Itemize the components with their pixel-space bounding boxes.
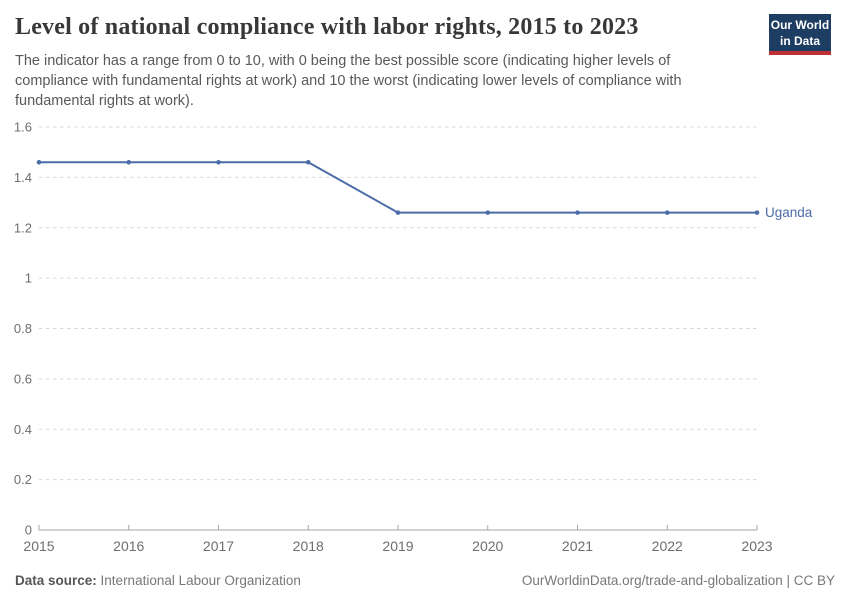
owid-logo[interactable]: Our World in Data [769, 14, 831, 55]
x-axis-label-2021: 2021 [562, 538, 593, 554]
y-axis-label-1: 1 [25, 271, 32, 286]
owid-logo-line1: Our World [770, 18, 830, 32]
y-axis-label-0.6: 0.6 [14, 371, 32, 386]
x-axis-label-2023: 2023 [741, 538, 772, 554]
x-axis-label-2016: 2016 [113, 538, 144, 554]
credit-link[interactable]: OurWorldinData.org/trade-and-globalizati… [521, 573, 835, 588]
chart-footer: Data source: International Labour Organi… [15, 573, 835, 588]
y-axis-label-1.2: 1.2 [14, 220, 32, 235]
y-axis-label-0.8: 0.8 [14, 321, 32, 336]
x-axis-label-2022: 2022 [652, 538, 683, 554]
x-axis-label-2020: 2020 [472, 538, 503, 554]
chart-area: 0 0.2 0.4 0.6 0.8 1 1.2 1.4 1.6 2015 2016 2017 2018 2… [0, 112, 850, 577]
data-source: Data source: International Labour Organi… [15, 573, 301, 588]
y-axis-label-1.6: 1.6 [14, 120, 32, 135]
x-axis-label-2019: 2019 [382, 538, 413, 554]
chart-svg[interactable]: 0 0.2 0.4 0.6 0.8 1 1.2 1.4 1.6 2015 2016 2017 2018 2… [0, 112, 850, 572]
y-axis-label-0.4: 0.4 [14, 422, 32, 437]
data-point-uganda-2023[interactable] [754, 210, 760, 215]
data-point-uganda-2019[interactable] [395, 210, 401, 215]
chart-subtitle: The indicator has a range from 0 to 10, … [15, 52, 682, 109]
data-source-value: International Labour Organization [100, 573, 301, 588]
chart-title: Level of national compliance with labor … [15, 14, 639, 40]
x-axis-label-2015: 2015 [23, 538, 54, 554]
data-point-uganda-2017[interactable] [216, 159, 221, 165]
data-point-uganda-2020[interactable] [485, 210, 491, 215]
owid-logo-line2: in Data [779, 33, 820, 48]
series-line-uganda[interactable] [39, 161, 757, 214]
data-point-uganda-2015[interactable] [36, 159, 42, 165]
y-axis-label-1.4: 1.4 [14, 170, 32, 185]
data-point-uganda-2022[interactable] [664, 210, 670, 215]
y-axis-label-0: 0 [25, 523, 32, 538]
chart-header: Level of national compliance with labor … [15, 14, 755, 111]
series-label-uganda[interactable]: Uganda [765, 205, 813, 220]
y-axis-label-0.2: 0.2 [14, 472, 32, 487]
x-axis-label-2017: 2017 [203, 538, 234, 554]
data-source-label: Data source: [15, 573, 97, 588]
data-point-uganda-2021[interactable] [575, 210, 580, 215]
data-point-uganda-2018[interactable] [305, 159, 311, 165]
x-axis-label-2018: 2018 [293, 538, 324, 554]
data-point-uganda-2016[interactable] [126, 159, 132, 165]
